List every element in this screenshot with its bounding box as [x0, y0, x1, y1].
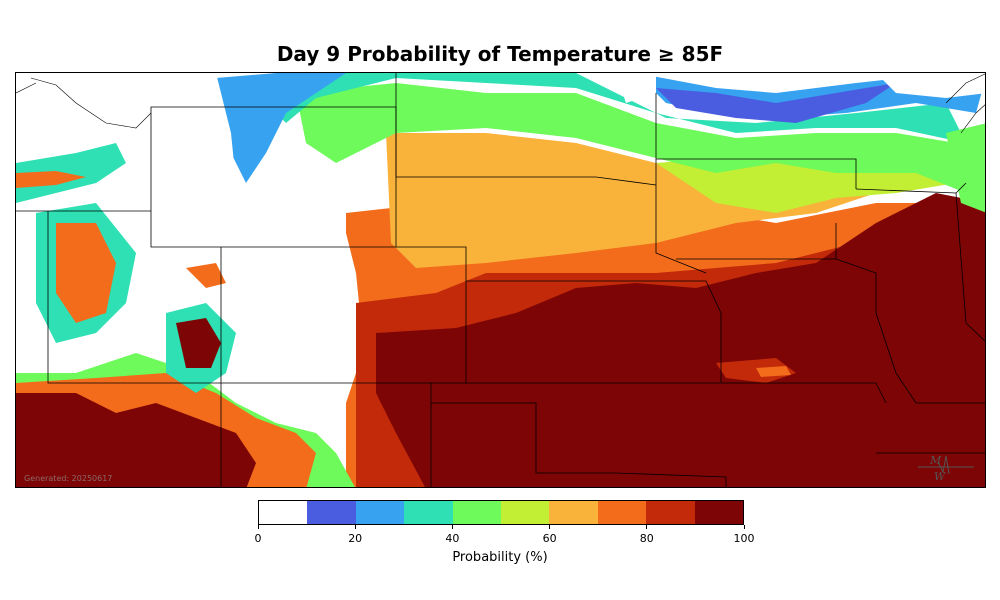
colorbar-tick — [549, 525, 551, 529]
colorbar-tick — [646, 525, 648, 529]
prob-region-30-40 — [16, 143, 126, 203]
prob-region-90-100 — [16, 393, 256, 487]
prob-region-70-80 — [186, 263, 226, 288]
colorbar — [258, 500, 744, 525]
prob-region-90-100 — [376, 193, 985, 487]
generated-label: Generated: 20250617 — [24, 474, 113, 483]
prob-region-90-100 — [176, 318, 221, 368]
prob-region-0-10 — [616, 73, 656, 103]
prob-region-30-40 — [246, 73, 966, 143]
colorbar-tick — [354, 525, 356, 529]
prob-region-10-20 — [656, 83, 896, 123]
colorbar-tick-label: 80 — [639, 532, 654, 545]
colorbar-tick-label: 20 — [348, 532, 363, 545]
colorbar-segment — [694, 501, 744, 524]
colorbar-segment — [404, 501, 453, 524]
colorbar-segment — [307, 501, 356, 524]
logo-icon: M W — [918, 454, 974, 483]
colorbar-segment — [549, 501, 598, 524]
colorbar-tick-label: 40 — [445, 532, 460, 545]
colorbar-segment — [259, 501, 308, 524]
colorbar-segment — [355, 501, 405, 524]
north-border-lines — [16, 73, 985, 134]
colorbar-tick — [743, 525, 745, 529]
probability-map — [15, 72, 986, 488]
colorbar-tick-label: 0 — [254, 532, 262, 545]
prob-region-0-10 — [876, 73, 985, 98]
prob-region-80-90 — [716, 358, 796, 383]
colorbar-tick-label: 100 — [733, 532, 755, 545]
colorbar-segment — [452, 501, 502, 524]
colorbar-segment — [501, 501, 550, 524]
prob-region-40-50 — [296, 83, 966, 193]
prob-region-70-80 — [16, 171, 86, 188]
prob-region-70-80 — [56, 223, 116, 323]
map-title: Day 9 Probability of Temperature ≥ 85F — [276, 42, 724, 66]
map-canvas — [16, 73, 985, 487]
colorbar-segment — [597, 501, 647, 524]
state-boundaries — [16, 73, 985, 487]
prob-region-60-70 — [386, 133, 876, 268]
colorbar-label: Probability (%) — [452, 550, 548, 565]
svg-text:W: W — [934, 470, 947, 483]
colorbar-segment — [646, 501, 695, 524]
colorbar-tick — [451, 525, 453, 529]
colorbar-tick-label: 60 — [542, 532, 557, 545]
colorbar-tick — [257, 525, 259, 529]
prob-region-40-50 — [946, 123, 985, 213]
prob-region-70-80 — [756, 366, 791, 377]
prob-region-20-30 — [216, 73, 346, 183]
